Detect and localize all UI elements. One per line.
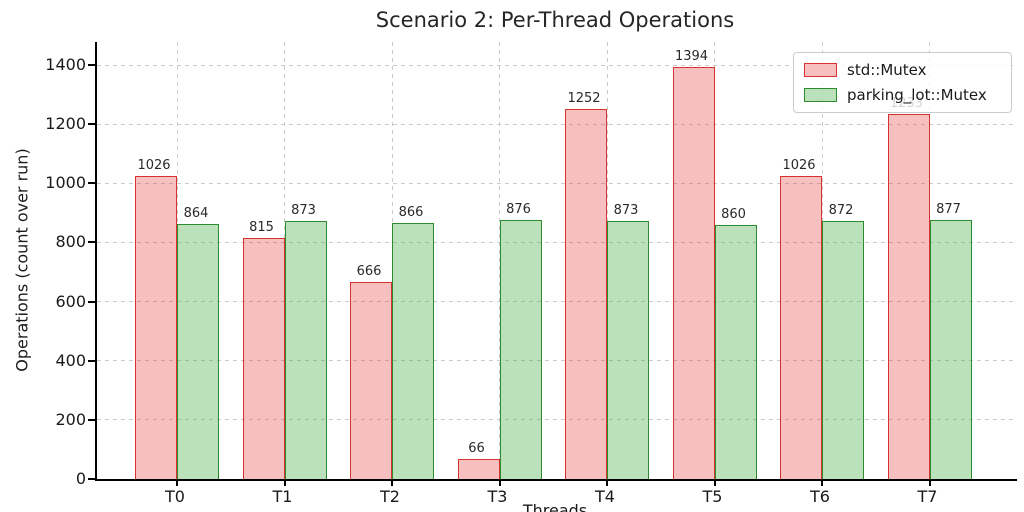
bar-std-mutex-T1 bbox=[242, 237, 285, 479]
x-tick-label: T6 bbox=[810, 487, 830, 506]
bar-parking-lot-mutex-T3 bbox=[499, 219, 542, 479]
x-tick-label: T5 bbox=[702, 487, 723, 506]
bar-std-mutex-T3 bbox=[457, 459, 500, 479]
legend-entry-parking-lot-mutex: parking_lot::Mutex bbox=[804, 86, 1001, 104]
bar-value-label: 873 bbox=[291, 202, 316, 218]
bar-value-label: 860 bbox=[721, 206, 746, 222]
x-tick-mark bbox=[928, 479, 931, 486]
legend-label: parking_lot::Mutex bbox=[847, 86, 987, 104]
y-tick-label: 800 bbox=[55, 232, 86, 252]
h-gridline bbox=[97, 419, 1017, 421]
x-tick-label: T0 bbox=[165, 487, 185, 506]
bar-parking-lot-mutex-T5 bbox=[714, 224, 757, 479]
bar-std-mutex-T7 bbox=[887, 114, 930, 479]
bar-value-label: 873 bbox=[613, 202, 639, 218]
bar-parking-lot-mutex-T7 bbox=[929, 219, 972, 479]
legend-entry-std-mutex: std::Mutex bbox=[804, 61, 1001, 79]
h-gridline bbox=[97, 301, 1017, 303]
x-tick-mark bbox=[821, 479, 823, 486]
bar-parking-lot-mutex-T6 bbox=[822, 221, 864, 479]
y-tick-label: 0 bbox=[75, 469, 86, 488]
h-gridline bbox=[97, 123, 1017, 125]
bar-parking-lot-mutex-T0 bbox=[177, 223, 219, 479]
legend: std::Mutex parking_lot::Mutex bbox=[793, 52, 1012, 113]
legend-label: std::Mutex bbox=[847, 61, 927, 79]
bar-value-label: 872 bbox=[828, 203, 854, 219]
x-tick-label: T3 bbox=[487, 487, 508, 506]
chart-title: Scenario 2: Per-Thread Operations bbox=[375, 8, 735, 32]
x-tick-mark bbox=[498, 479, 501, 486]
legend-swatch-red bbox=[804, 63, 837, 77]
h-gridline bbox=[97, 182, 1017, 184]
y-tick-mark bbox=[88, 64, 95, 66]
legend-swatch-green bbox=[804, 88, 837, 102]
y-tick-mark bbox=[88, 182, 95, 185]
y-tick-mark bbox=[88, 418, 95, 421]
x-tick-mark bbox=[283, 479, 286, 486]
bar-value-label: 666 bbox=[356, 264, 382, 280]
bar-value-label: 1394 bbox=[674, 48, 709, 64]
y-tick-mark bbox=[88, 300, 95, 303]
bar-value-label: 866 bbox=[398, 204, 424, 220]
bar-parking-lot-mutex-T2 bbox=[392, 222, 434, 479]
bar-value-label: 864 bbox=[183, 205, 209, 221]
y-tick-label: 400 bbox=[55, 350, 86, 370]
bar-value-label: 815 bbox=[249, 219, 274, 235]
bar-std-mutex-T4 bbox=[565, 108, 607, 479]
y-tick-label: 200 bbox=[55, 409, 86, 429]
plot-area bbox=[88, 42, 1017, 486]
bar-std-mutex-T0 bbox=[135, 175, 177, 479]
y-tick-mark bbox=[88, 123, 95, 126]
y-tick-label: 1200 bbox=[45, 114, 86, 134]
x-axis-label: Threads bbox=[522, 501, 588, 512]
x-tick-mark bbox=[713, 479, 716, 486]
h-gridline bbox=[97, 241, 1017, 243]
x-tick-mark bbox=[606, 479, 608, 486]
y-tick-label: 600 bbox=[55, 291, 86, 311]
y-tick-label: 1000 bbox=[45, 173, 86, 193]
y-tick-mark bbox=[88, 478, 95, 480]
bar-value-label: 1026 bbox=[137, 157, 171, 173]
bar-std-mutex-T2 bbox=[350, 282, 392, 479]
y-tick-mark bbox=[88, 241, 95, 244]
x-tick-label: T2 bbox=[380, 487, 400, 506]
x-tick-mark bbox=[176, 479, 178, 486]
h-gridline bbox=[97, 64, 1017, 66]
bar-value-label: 66 bbox=[468, 441, 485, 457]
bar-value-label: 1026 bbox=[782, 157, 816, 173]
x-tick-label: T1 bbox=[272, 487, 293, 506]
x-tick-mark bbox=[391, 479, 393, 486]
y-tick-mark bbox=[88, 359, 95, 362]
x-tick-label: T7 bbox=[917, 487, 938, 506]
h-gridline bbox=[97, 360, 1017, 362]
y-tick-label: 1400 bbox=[45, 55, 86, 74]
bar-value-label: 877 bbox=[936, 201, 961, 217]
bar-std-mutex-T5 bbox=[672, 66, 715, 479]
bar-std-mutex-T6 bbox=[780, 175, 822, 479]
bar-value-label: 876 bbox=[506, 201, 531, 217]
bar-parking-lot-mutex-T1 bbox=[284, 220, 327, 479]
bar-parking-lot-mutex-T4 bbox=[607, 220, 649, 479]
bar-value-label: 1252 bbox=[567, 90, 601, 106]
x-tick-label: T4 bbox=[595, 487, 615, 506]
